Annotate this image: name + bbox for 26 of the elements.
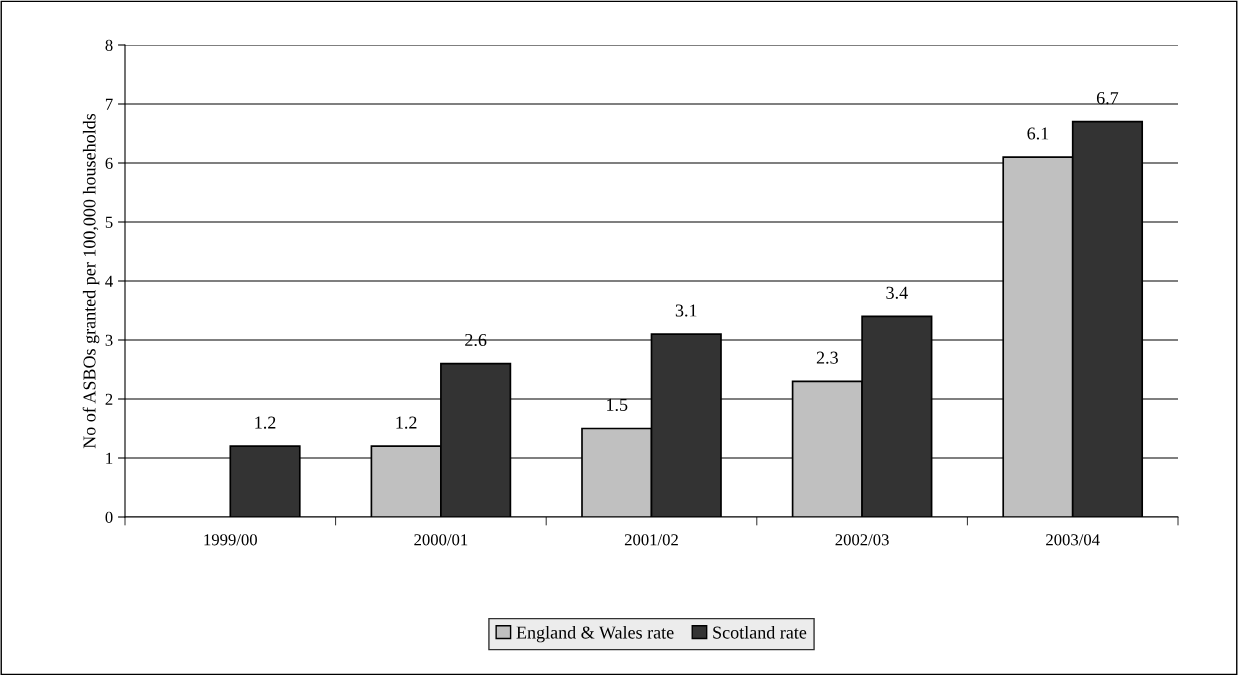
y-tick-label: 2 (105, 393, 113, 405)
y-tick-label: 8 (105, 39, 113, 51)
x-tick-label: 2001/02 (624, 534, 678, 546)
y-tick-label: 0 (105, 511, 113, 523)
data-label: 2.3 (816, 351, 838, 364)
x-tick-label: 2003/04 (1046, 534, 1100, 546)
y-tick-label: 6 (105, 157, 113, 169)
y-tick-label: 3 (105, 334, 113, 346)
data-label: 2.6 (465, 333, 487, 347)
data-label: 3.4 (886, 286, 908, 299)
legend-label: England & Wales rate (516, 625, 674, 643)
data-label: 6.7 (1096, 92, 1119, 105)
data-label: 1.2 (255, 416, 276, 429)
data-label: 1.5 (607, 398, 628, 412)
legend-label: Scotland rate (713, 625, 807, 639)
data-label: 1.2 (396, 416, 417, 429)
x-tick-label: 2000/01 (414, 534, 468, 546)
data-label: 3.1 (675, 304, 697, 317)
y-tick-label: 7 (105, 98, 113, 110)
data-label: 6.1 (1027, 127, 1049, 140)
y-tick-label: 1 (106, 452, 113, 464)
x-tick-label: 1999/00 (204, 534, 257, 546)
y-tick-label: 5 (105, 216, 113, 228)
y-axis-title: No of ASBOs granted per 100,000 households (82, 113, 100, 449)
y-tick-label: 4 (105, 275, 113, 287)
x-tick-label: 2002/03 (835, 534, 889, 546)
